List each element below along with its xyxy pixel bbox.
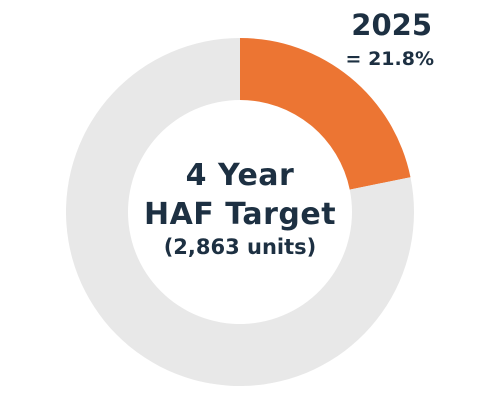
center-title-line2: HAF Target — [143, 197, 337, 232]
slice-remainder — [65, 37, 414, 386]
slice-label-value: = 21.8% — [345, 48, 434, 70]
center-title-line1: 4 Year — [185, 158, 295, 193]
slice-label-year: 2025 — [351, 8, 432, 42]
slice-2025 — [240, 38, 411, 190]
center-subtitle: (2,863 units) — [163, 235, 317, 259]
